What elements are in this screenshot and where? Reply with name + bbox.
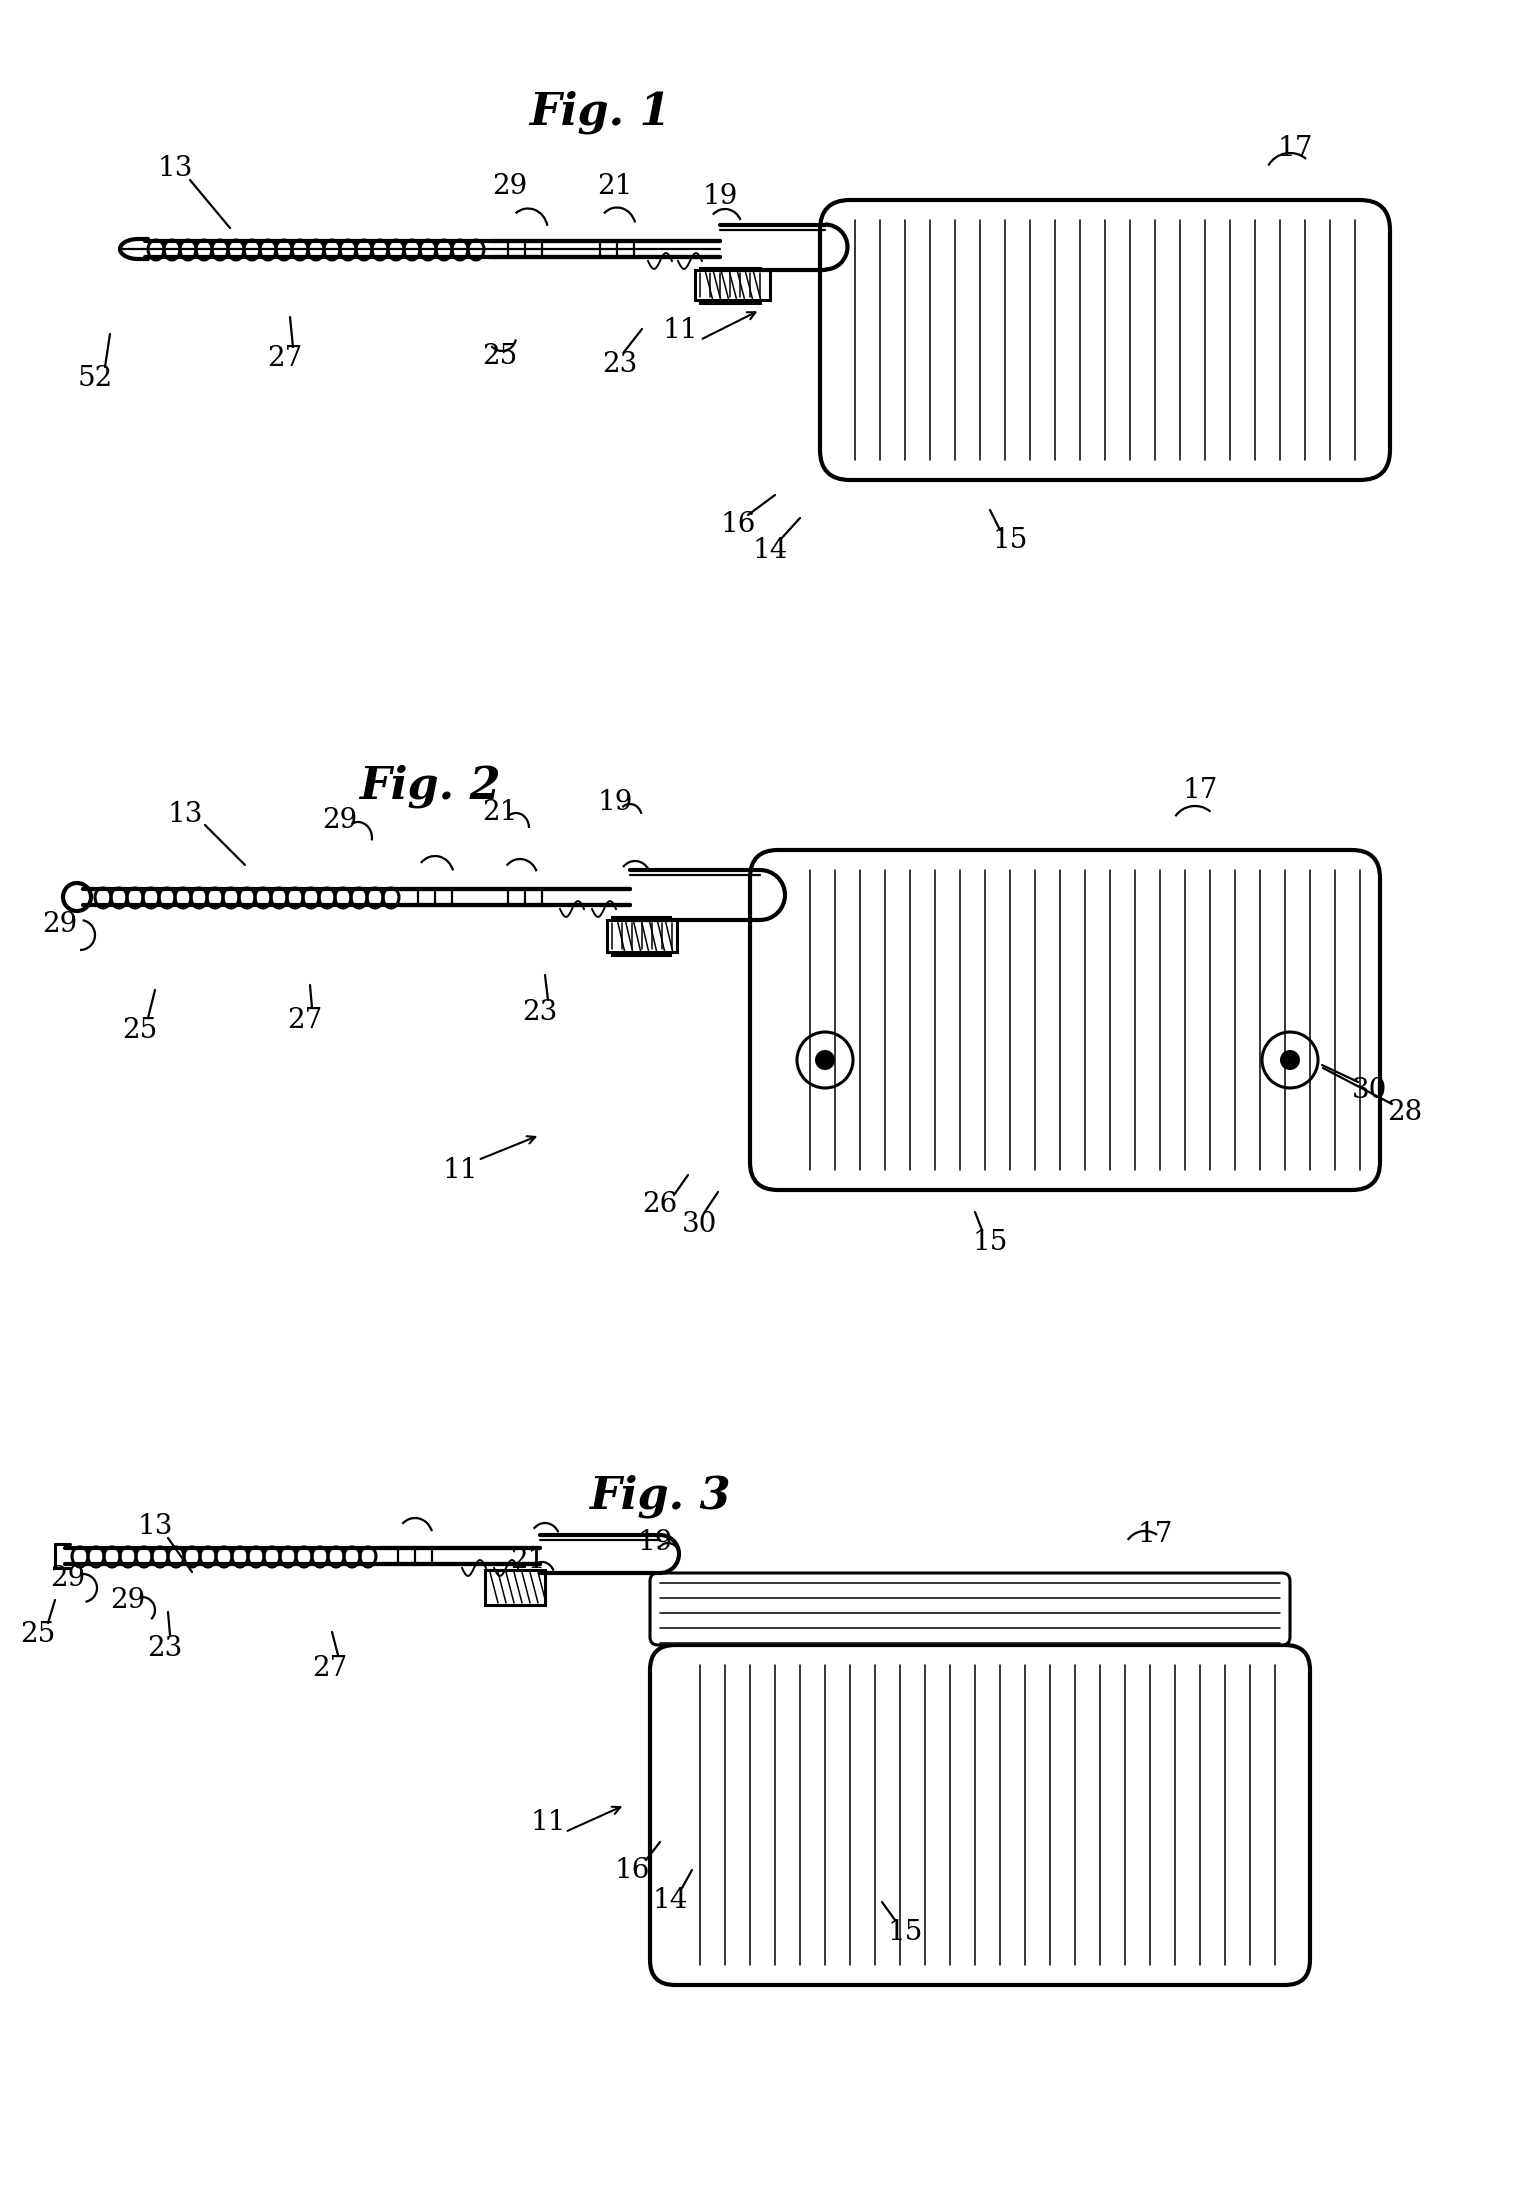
- Text: 17: 17: [1137, 1522, 1174, 1548]
- Text: Fig. 1: Fig. 1: [529, 90, 671, 134]
- Text: 27: 27: [313, 1654, 348, 1682]
- Text: 25: 25: [483, 343, 518, 369]
- Text: 21: 21: [510, 1546, 545, 1574]
- Text: 13: 13: [167, 800, 202, 829]
- Text: 14: 14: [752, 537, 787, 563]
- Text: 23: 23: [147, 1634, 182, 1662]
- Text: 13: 13: [158, 154, 193, 183]
- Text: 19: 19: [637, 1528, 673, 1555]
- Text: 29: 29: [51, 1563, 86, 1592]
- Text: 16: 16: [614, 1856, 650, 1885]
- Text: 11: 11: [530, 1808, 565, 1836]
- Text: 13: 13: [138, 1513, 173, 1539]
- Text: 25: 25: [123, 1016, 158, 1045]
- Text: 23: 23: [602, 350, 637, 378]
- Text: 52: 52: [78, 365, 113, 391]
- Bar: [611, 917, 669, 954]
- Text: 11: 11: [662, 317, 697, 343]
- Text: 17: 17: [1183, 776, 1218, 803]
- Text: 29: 29: [492, 174, 527, 200]
- Circle shape: [1281, 1049, 1301, 1071]
- Text: 14: 14: [653, 1887, 688, 1913]
- FancyBboxPatch shape: [650, 1572, 1290, 1645]
- Text: 19: 19: [702, 183, 738, 211]
- Text: 26: 26: [642, 1192, 677, 1218]
- Text: 23: 23: [522, 998, 558, 1025]
- Text: 29: 29: [110, 1585, 146, 1614]
- Text: 19: 19: [597, 789, 633, 816]
- Text: 21: 21: [483, 798, 518, 825]
- FancyBboxPatch shape: [820, 200, 1390, 479]
- Text: 16: 16: [720, 512, 755, 539]
- FancyBboxPatch shape: [650, 1645, 1310, 1986]
- Text: 30: 30: [1353, 1078, 1388, 1104]
- Text: 11: 11: [443, 1157, 478, 1183]
- Text: 17: 17: [1278, 134, 1313, 161]
- Text: 15: 15: [887, 1918, 922, 1946]
- Text: 30: 30: [682, 1212, 717, 1238]
- Bar: [696, 270, 771, 299]
- Circle shape: [815, 1049, 835, 1071]
- Text: Fig. 2: Fig. 2: [358, 765, 501, 809]
- Text: 29: 29: [322, 807, 357, 833]
- Text: 25: 25: [20, 1621, 55, 1649]
- Text: 27: 27: [288, 1007, 323, 1034]
- Bar: [607, 919, 677, 952]
- Text: 28: 28: [1388, 1100, 1423, 1126]
- Text: 15: 15: [993, 526, 1028, 554]
- Text: Fig. 3: Fig. 3: [590, 1476, 731, 1520]
- Bar: [700, 268, 760, 303]
- Bar: [486, 1570, 545, 1605]
- Text: 27: 27: [267, 345, 303, 372]
- Text: 29: 29: [43, 913, 78, 939]
- FancyBboxPatch shape: [751, 851, 1380, 1190]
- Text: 15: 15: [973, 1229, 1008, 1256]
- Text: 21: 21: [597, 174, 633, 200]
